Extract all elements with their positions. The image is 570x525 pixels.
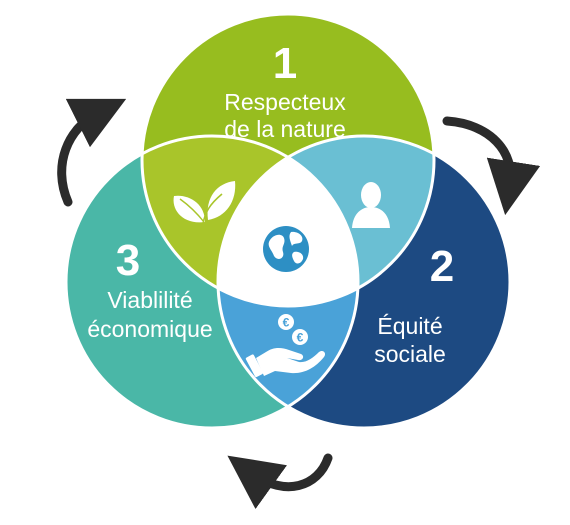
arrow-bottom-icon xyxy=(227,453,333,510)
circle-1-number: 1 xyxy=(273,39,297,88)
circle-1-label-line1: Respecteux xyxy=(224,89,346,115)
center-region xyxy=(218,136,358,306)
person-icon xyxy=(352,182,390,228)
circle-2-number: 2 xyxy=(430,242,454,291)
circle-3-label-line2: économique xyxy=(87,316,212,342)
circle-2-label-line2: sociale xyxy=(374,341,446,367)
circle-3-number: 3 xyxy=(116,236,140,285)
circle-2-label-line1: Équité xyxy=(377,313,442,339)
hand-euro-icon: € € xyxy=(245,314,326,378)
circle-1-label-line2: de la nature xyxy=(224,116,345,142)
circle-3-label-line1: Viablilité xyxy=(107,287,192,313)
arrow-top-left-icon xyxy=(57,98,127,207)
leaves-icon xyxy=(173,181,236,225)
svg-text:€: € xyxy=(297,331,304,345)
globe-icon xyxy=(263,226,309,272)
svg-text:€: € xyxy=(283,316,290,330)
arrow-top-right-icon xyxy=(442,116,541,216)
